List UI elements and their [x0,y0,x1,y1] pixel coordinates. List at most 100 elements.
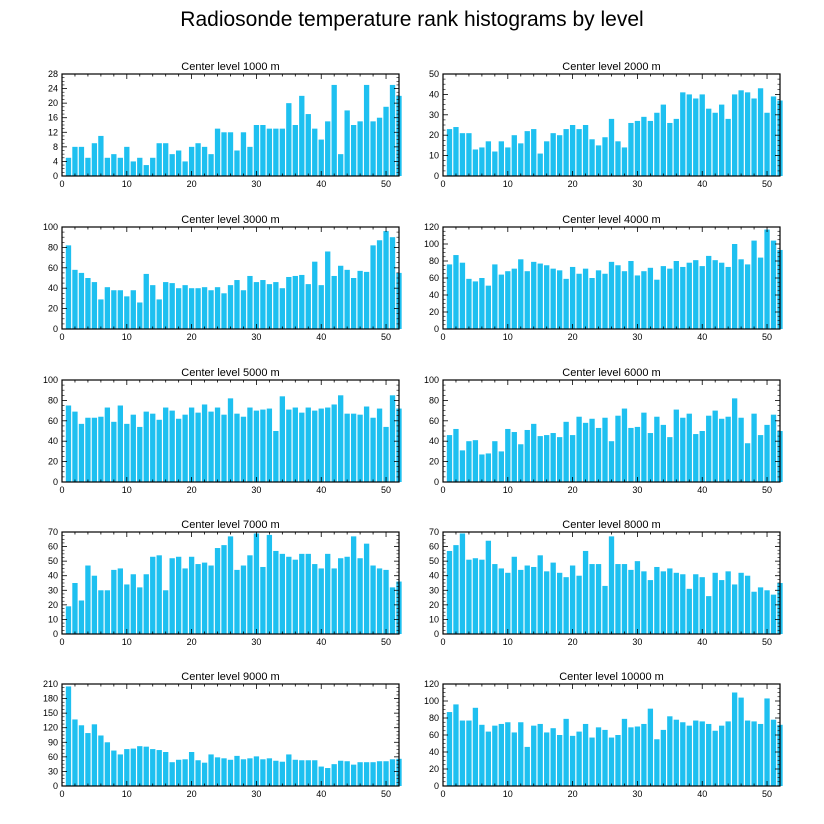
histogram-bar [602,729,608,786]
histogram-bar [511,732,517,786]
histogram-bar [85,157,91,176]
histogram-bar [260,409,266,482]
histogram-bar [446,129,453,176]
histogram-bar [279,128,286,176]
histogram-bar [686,262,692,329]
histogram-bar [595,145,602,176]
histogram-bar [370,417,376,482]
x-tick-label: 0 [440,789,445,799]
histogram-bar [273,431,279,482]
histogram-bar [389,759,396,786]
panel-title: Center level 8000 m [562,519,660,531]
histogram-bar [770,594,777,634]
histogram-bar [227,759,234,786]
histogram-bar [550,562,556,634]
histogram-bar [602,585,608,634]
histogram-bar [292,407,298,482]
histogram-bar [712,260,718,329]
x-tick-label: 10 [503,789,513,799]
histogram-bar [188,407,195,482]
histogram-bar [680,417,686,482]
histogram-bar [738,259,744,329]
x-tick-label: 30 [251,179,261,189]
histogram-bar [338,558,344,634]
histogram-bar [738,90,744,176]
histogram-bar [563,577,569,634]
y-tick-label: 20 [48,304,58,314]
histogram-bar [318,766,324,786]
histogram-bar [492,151,498,176]
y-tick-label: 80 [48,242,58,252]
histogram-bar [318,139,324,176]
histogram-bar [357,762,363,786]
histogram-bar [621,147,628,176]
histogram-bar [699,94,705,176]
histogram-bar [511,432,517,482]
histogram-bar [764,229,770,329]
histogram-bar [363,762,370,786]
histogram-bar [608,737,615,786]
histogram-bar [492,441,498,482]
histogram-bar [673,572,679,634]
histogram-bar [582,125,589,176]
y-tick-label: 80 [429,713,439,723]
histogram-bar [78,272,85,329]
y-tick-label: 40 [429,747,439,757]
x-tick-label: 20 [568,332,578,342]
histogram-bar [576,273,582,329]
histogram-bar [266,128,273,176]
y-tick-label: 40 [429,571,439,581]
histogram-bar [667,716,673,786]
histogram-bar [104,157,111,176]
histogram-bar [621,408,628,482]
histogram-bar [376,408,383,482]
x-tick-label: 20 [187,637,197,647]
y-tick-label: 10 [429,151,439,161]
y-tick-label: 30 [48,766,58,776]
histogram-bar [492,564,498,634]
histogram-bar [65,606,72,634]
histogram-bar [344,269,350,329]
histogram-bar [550,268,556,329]
histogram-bar [163,407,169,482]
histogram-bar [208,565,214,634]
histogram-bar [459,262,466,329]
y-tick-label: 0 [53,324,58,334]
histogram-bar [544,732,550,786]
histogram-bar [299,553,305,634]
histogram-bar [169,410,175,482]
x-tick-label: 50 [381,179,391,189]
histogram-bar [466,133,472,176]
histogram-bar [485,285,492,329]
histogram-bar [150,285,156,329]
histogram-bar [764,698,770,786]
histogram-bar [582,723,589,786]
y-tick-label: 0 [53,171,58,181]
histogram-bar [85,565,91,634]
histogram-bar [498,141,504,176]
histogram-bar [628,427,634,482]
x-tick-label: 50 [381,789,391,799]
panel-title: Center level 2000 m [562,61,660,73]
x-tick-label: 0 [59,637,64,647]
x-tick-label: 0 [440,637,445,647]
histogram-bar [182,414,188,482]
x-tick-label: 30 [251,637,261,647]
chart-panel: Center level 4000 m 0 10 20 30 40 50 0 20 40 60 80 1… [424,214,783,342]
histogram-bar [175,288,182,329]
histogram-bar [201,404,208,482]
histogram-bar [680,92,686,176]
histogram-bar [764,590,770,634]
histogram-bar [472,440,479,482]
y-tick-label: 40 [48,571,58,581]
y-tick-label: 60 [429,273,439,283]
histogram-bar [731,692,738,786]
histogram-bar [641,723,647,786]
histogram-bar [563,278,569,329]
histogram-bar [576,129,582,176]
y-tick-label: 120 [424,679,439,689]
histogram-bar [446,712,453,786]
histogram-bar [518,259,524,329]
histogram-bar [485,731,492,786]
